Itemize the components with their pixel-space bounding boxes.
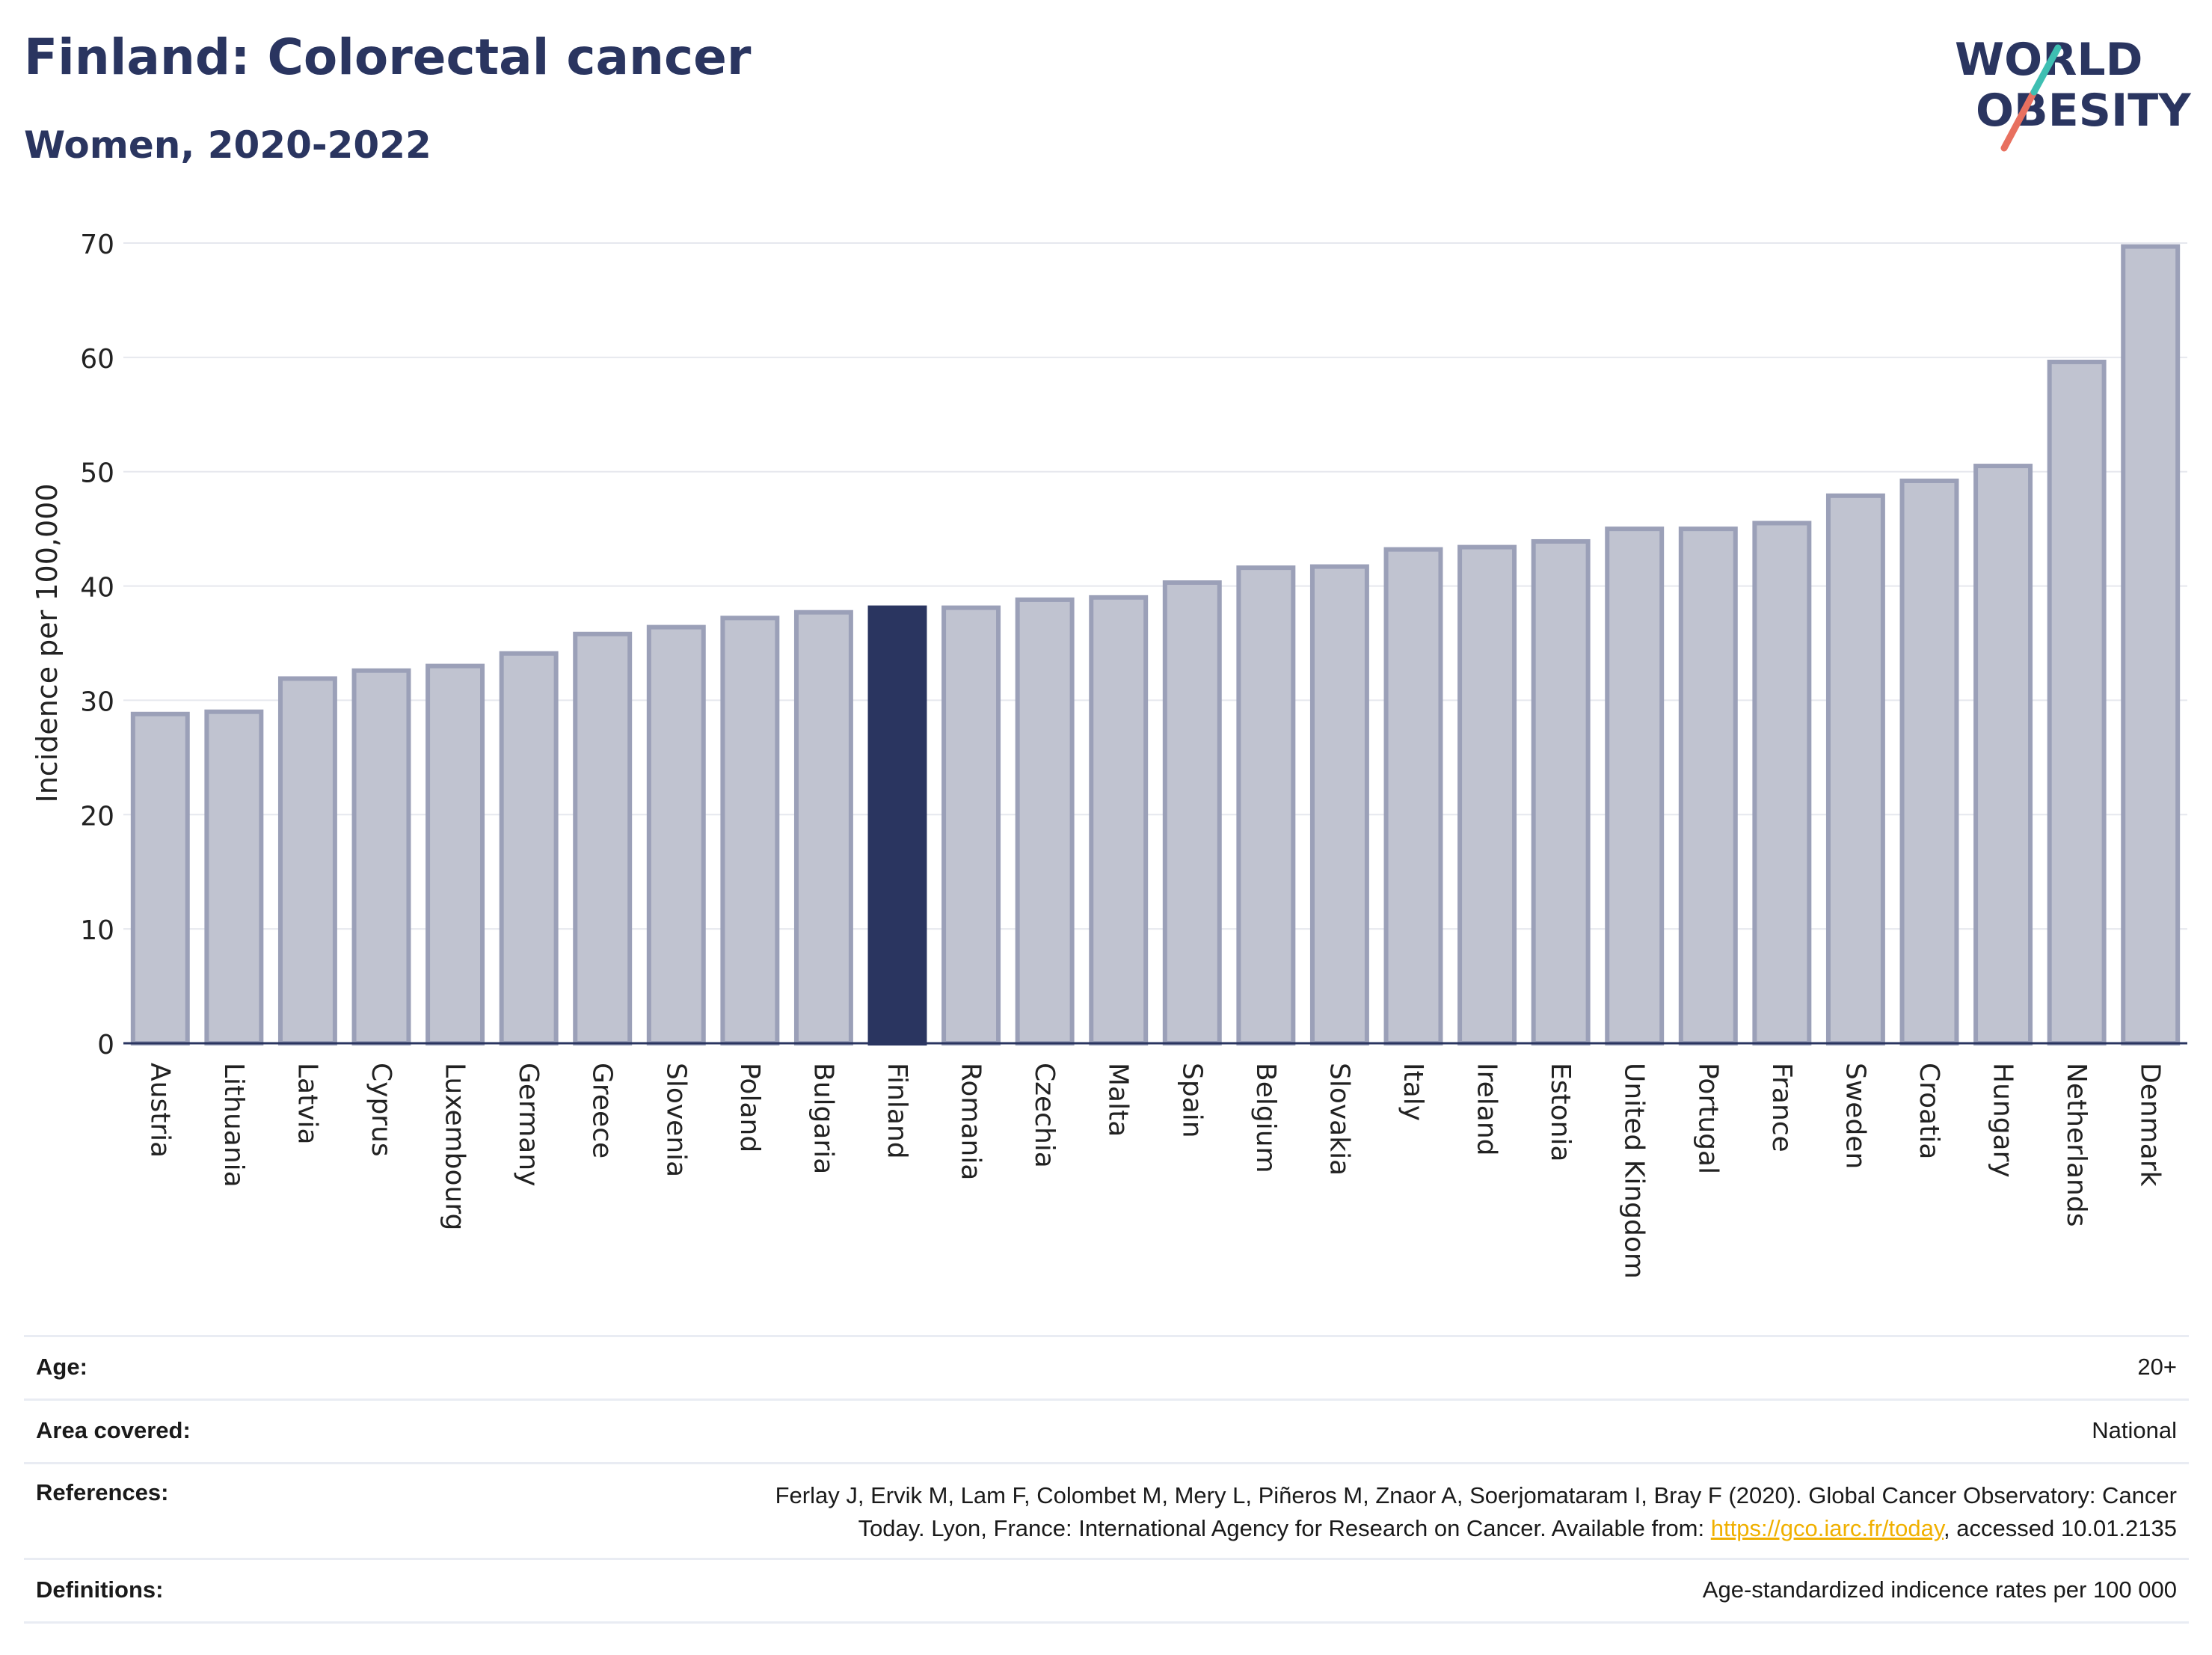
bar-denmark (2121, 244, 2181, 1046)
logo-slash-teal (2030, 44, 2062, 96)
x-tick-label: Belgium (1250, 1063, 1281, 1173)
x-tick-label: Sweden (1840, 1063, 1870, 1169)
references-value: Ferlay J, Ervik M, Lam F, Colombet M, Me… (775, 1479, 2177, 1545)
x-tick-label: Romania (956, 1063, 986, 1180)
x-tick-label: Netherlands (2061, 1063, 2092, 1226)
chart-subtitle: Women, 2020-2022 (24, 123, 431, 167)
definitions-label: Definitions: (36, 1576, 164, 1603)
x-tick-label: Bulgaria (808, 1063, 838, 1174)
meta-row-references: References: Ferlay J, Ervik M, Lam F, Co… (24, 1462, 2189, 1558)
x-tick-label: Greece (587, 1063, 618, 1158)
y-tick-label: 40 (80, 573, 114, 604)
x-tick-label: France (1766, 1063, 1797, 1152)
chart-title: Finland: Colorectal cancer (24, 28, 752, 86)
x-tick-label: Portugal (1692, 1063, 1723, 1174)
x-tick-label: Hungary (1988, 1063, 2018, 1178)
bar-romania (941, 605, 1001, 1045)
bar-united-kingdom (1605, 526, 1665, 1045)
x-tick-label: Finland (882, 1063, 912, 1159)
references-label: References: (36, 1479, 169, 1505)
references-line-1: Ferlay J, Ervik M, Lam F, Colombet M, Me… (775, 1482, 2177, 1508)
y-tick-label: 50 (80, 458, 114, 489)
x-tick-label: Czechia (1029, 1063, 1060, 1168)
y-tick-label: 20 (80, 801, 114, 832)
bar-cyprus (351, 668, 411, 1046)
bar-netherlands (2047, 359, 2107, 1045)
age-value: 20+ (2137, 1354, 2177, 1380)
bar-slovenia (646, 624, 706, 1045)
bar-france (1752, 521, 1812, 1045)
bar-portugal (1678, 526, 1738, 1045)
y-tick-label: 0 (97, 1030, 114, 1060)
bar-germany (499, 651, 559, 1045)
bar-poland (720, 615, 780, 1045)
area-label: Area covered: (36, 1417, 191, 1443)
bar-slovakia (1309, 564, 1369, 1045)
x-tick-label: Germany (513, 1063, 544, 1186)
references-line-2-suffix: , accessed 10.01.2135 (1944, 1515, 2177, 1541)
bar-spain (1162, 580, 1222, 1045)
definitions-value: Age-standardized indicence rates per 100… (1702, 1576, 2177, 1603)
references-line-2-text: Today. Lyon, France: International Agenc… (858, 1515, 1711, 1541)
x-tick-label: Lithuania (218, 1063, 249, 1188)
y-tick-label: 10 (80, 915, 114, 946)
x-tick-label: Denmark (2135, 1063, 2166, 1187)
x-tick-label: Croatia (1914, 1063, 1944, 1159)
bar-estonia (1531, 538, 1591, 1045)
meta-row-area: Area covered: National (24, 1398, 2189, 1462)
x-tick-label: United Kingdom (1619, 1063, 1650, 1279)
bar-luxembourg (425, 663, 485, 1045)
bar-belgium (1236, 565, 1296, 1045)
bar-bulgaria (793, 610, 853, 1045)
bar-chart: 0 10 20 30 40 50 60 70 Austria Lithuania Latvia Cy… (31, 230, 2187, 1279)
bar-malta (1089, 595, 1149, 1045)
bar-sweden (1825, 493, 1885, 1045)
bar-greece (573, 631, 633, 1045)
x-tick-label: Cyprus (366, 1063, 396, 1157)
bar-italy (1383, 547, 1443, 1045)
bar-austria (130, 711, 190, 1045)
world-obesity-logo: WORLD OBESITY (1955, 34, 2192, 152)
x-tick-label: Austria (144, 1063, 175, 1158)
age-label: Age: (36, 1354, 87, 1380)
references-line-2: Today. Lyon, France: International Agenc… (775, 1512, 2177, 1545)
bar-hungary (1973, 464, 2033, 1045)
references-link[interactable]: https://gco.iarc.fr/today (1710, 1515, 1944, 1541)
bar-latvia (277, 676, 337, 1046)
x-tick-label: Slovakia (1324, 1063, 1354, 1176)
y-tick-label: 70 (80, 230, 114, 260)
bar-croatia (1899, 478, 1959, 1045)
y-tick-label: 30 (80, 687, 114, 717)
bar-lithuania (204, 709, 264, 1045)
x-tick-label: Luxembourg (440, 1063, 470, 1230)
y-tick-label: 60 (80, 344, 114, 375)
x-tick-label: Poland (734, 1063, 765, 1152)
x-tick-label: Spain (1176, 1063, 1207, 1138)
x-tick-label: Italy (1398, 1063, 1428, 1121)
y-axis-label: Incidence per 100,000 (31, 483, 64, 802)
x-tick-label: Malta (1103, 1063, 1134, 1137)
bar-finland (867, 605, 927, 1045)
x-tick-label: Slovenia (660, 1063, 691, 1177)
bar-ireland (1457, 544, 1517, 1045)
x-tick-label: Latvia (292, 1063, 322, 1145)
meta-row-age: Age: 20+ (24, 1335, 2189, 1398)
bars (130, 244, 2181, 1046)
logo-slash-coral (2000, 88, 2038, 152)
x-tick-label: Ireland (1472, 1063, 1502, 1156)
area-value: National (2092, 1417, 2177, 1443)
x-axis-labels: Austria Lithuania Latvia Cyprus Luxembourg Ge… (144, 1063, 2165, 1279)
y-axis-ticks: 0 10 20 30 40 50 60 70 (80, 230, 114, 1060)
x-tick-label: Estonia (1545, 1063, 1576, 1162)
bar-czechia (1015, 597, 1075, 1045)
metadata-table: Age: 20+ Area covered: National Referenc… (24, 1335, 2189, 1624)
meta-row-definitions: Definitions: Age-standardized indicence … (24, 1558, 2189, 1624)
